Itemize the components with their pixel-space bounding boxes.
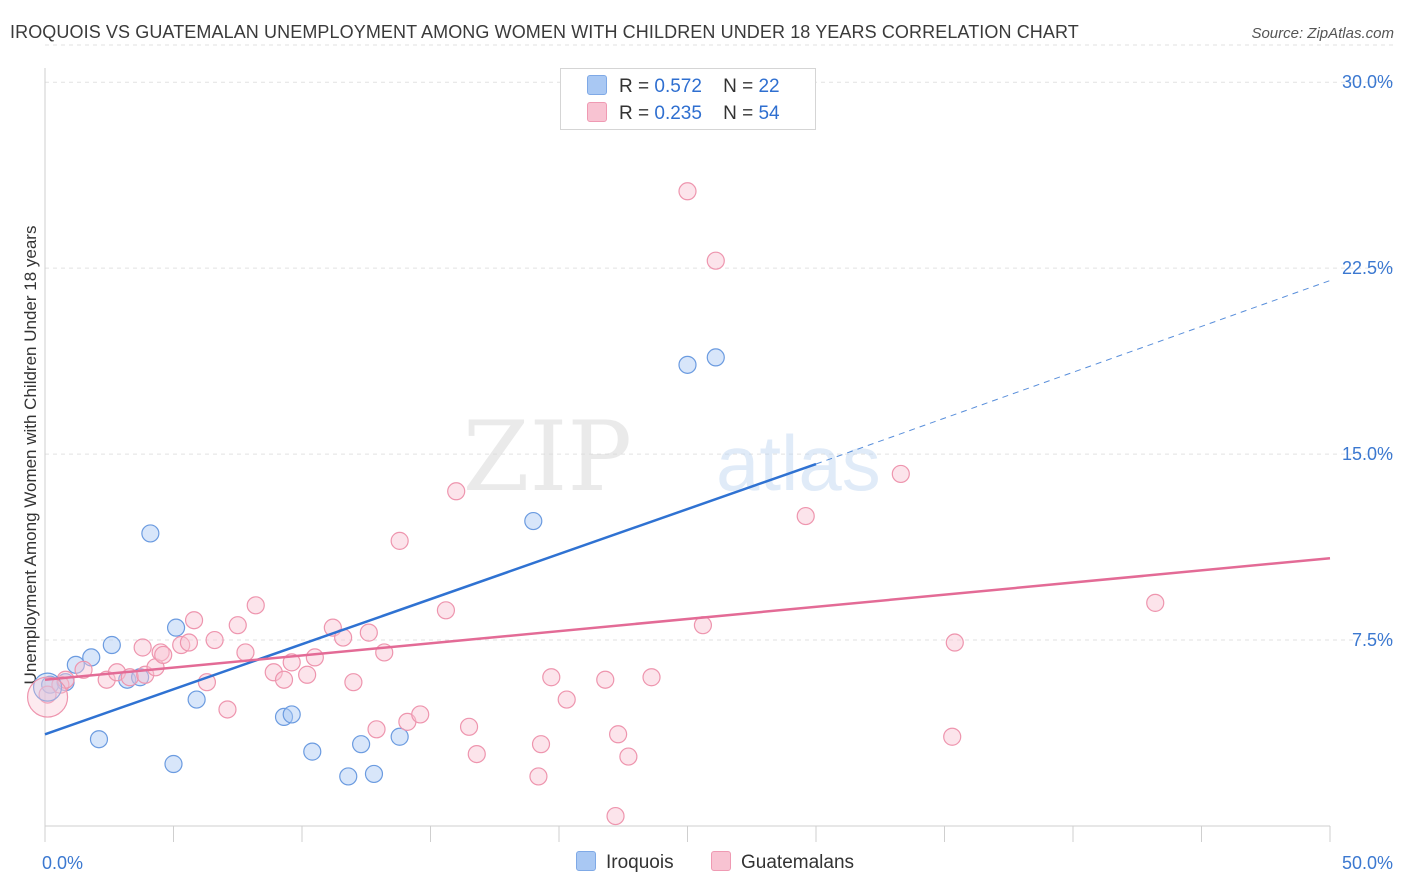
stats-row-iroquois: R = 0.572 N = 22 [587,75,780,99]
data-point-guatemalans [38,685,57,704]
iroquois-legend-swatch [576,851,596,871]
data-point-guatemalans [154,645,173,665]
data-point-guatemalans [179,633,199,652]
data-point-guatemalans [467,744,486,764]
data-point-guatemalans [390,531,409,550]
data-point-guatemalans [411,705,430,724]
guatemalans-swatch [587,102,607,122]
data-point-guatemalans [542,668,561,687]
r-label: R = [619,76,650,97]
data-point-guatemalans [151,643,170,662]
data-point-guatemalans [678,182,697,201]
data-point-iroquois [303,742,322,761]
legend-item-iroquois[interactable]: Iroquois [576,851,674,874]
data-point-guatemalans [218,700,237,719]
data-point-iroquois [32,672,63,702]
n-value: 54 [758,103,780,124]
source-label: Source: ZipAtlas.com [1251,25,1394,42]
data-point-iroquois [187,690,206,709]
data-point-guatemalans [596,670,615,689]
data-point-iroquois [164,754,183,774]
axes [44,68,1331,842]
iroquois-swatch [587,75,607,95]
data-point-guatemalans [274,670,294,689]
n-value: 22 [758,76,780,97]
data-point-guatemalans [305,648,324,667]
data-point-guatemalans [619,747,638,766]
data-point-guatemalans [264,663,283,682]
legend-label: Iroquois [606,852,674,873]
data-point-guatemalans [133,638,152,657]
data-point-guatemalans [184,611,204,630]
data-point-iroquois [706,348,725,367]
data-point-guatemalans [943,727,962,746]
y-tick-label: 15.0% [1342,444,1393,464]
data-point-guatemalans [945,633,964,652]
data-point-guatemalans [609,725,628,744]
r-value: 0.572 [654,76,702,97]
trend-line-iroquois [44,462,817,736]
data-point-guatemalans [529,767,548,786]
trend-lines [44,280,1331,736]
data-point-guatemalans [26,676,69,718]
data-point-guatemalans [236,643,255,662]
trend-line-guatemalans [44,556,1331,681]
data-point-iroquois [282,705,301,724]
y-tick-label: 22.5% [1342,258,1393,278]
trend-line-iroquois-extension [815,280,1331,465]
stats-row-guatemalans: R = 0.235 N = 54 [587,102,780,126]
grid-lines [45,44,1395,641]
r-value: 0.235 [654,103,702,124]
data-point-guatemalans [228,616,247,635]
watermark: ZIP atlas [463,401,881,513]
y-tick-label: 7.5% [1352,630,1393,650]
watermark-zip: ZIP [463,401,632,513]
data-point-guatemalans [557,690,576,709]
data-point-guatemalans [367,720,386,739]
data-point-guatemalans [298,665,317,684]
chart-title: IROQUOIS VS GUATEMALAN UNEMPLOYMENT AMON… [10,22,1079,42]
data-point-iroquois [102,635,121,655]
x-tick-label: 50.0% [1342,853,1393,873]
n-label: N = [723,103,754,124]
data-point-iroquois [339,767,358,786]
data-point-guatemalans [359,623,378,642]
data-point-guatemalans [344,673,363,692]
data-point-guatemalans [436,601,456,620]
data-point-iroquois [89,730,109,749]
n-label: N = [723,76,754,97]
data-point-guatemalans [459,717,479,736]
data-point-iroquois [166,618,186,637]
data-point-guatemalans [205,630,224,650]
series-legend: Iroquois Guatemalans [0,851,1406,879]
data-point-iroquois [390,727,409,746]
data-point-iroquois [678,355,697,374]
data-point-guatemalans [796,506,815,526]
data-point-iroquois [141,524,160,543]
x-tick-label: 0.0% [42,853,83,873]
data-point-guatemalans [531,735,551,754]
guatemalans-legend-swatch [711,851,731,871]
stats-legend: R = 0.572 N = 22 R = 0.235 N = 54 [560,68,816,130]
y-tick-label: 30.0% [1342,72,1393,92]
data-point-guatemalans [1146,593,1165,612]
data-point-guatemalans [282,653,301,672]
tick-labels: 7.5% 15.0% 22.5% 30.0% 0.0% 50.0% [42,72,1393,873]
data-points [26,182,1165,826]
data-point-guatemalans [74,660,93,679]
data-point-guatemalans [642,668,661,687]
data-point-guatemalans [891,464,910,484]
data-point-iroquois [524,511,543,531]
data-point-iroquois [352,735,371,754]
data-point-guatemalans [246,596,265,615]
data-point-iroquois [364,764,384,784]
data-point-guatemalans [706,251,725,270]
legend-label: Guatemalans [741,852,855,873]
data-point-guatemalans [606,806,625,826]
data-point-guatemalans [447,482,466,501]
r-label: R = [619,103,650,124]
legend-item-guatemalans[interactable]: Guatemalans [711,851,854,874]
watermark-atlas: atlas [716,419,881,507]
